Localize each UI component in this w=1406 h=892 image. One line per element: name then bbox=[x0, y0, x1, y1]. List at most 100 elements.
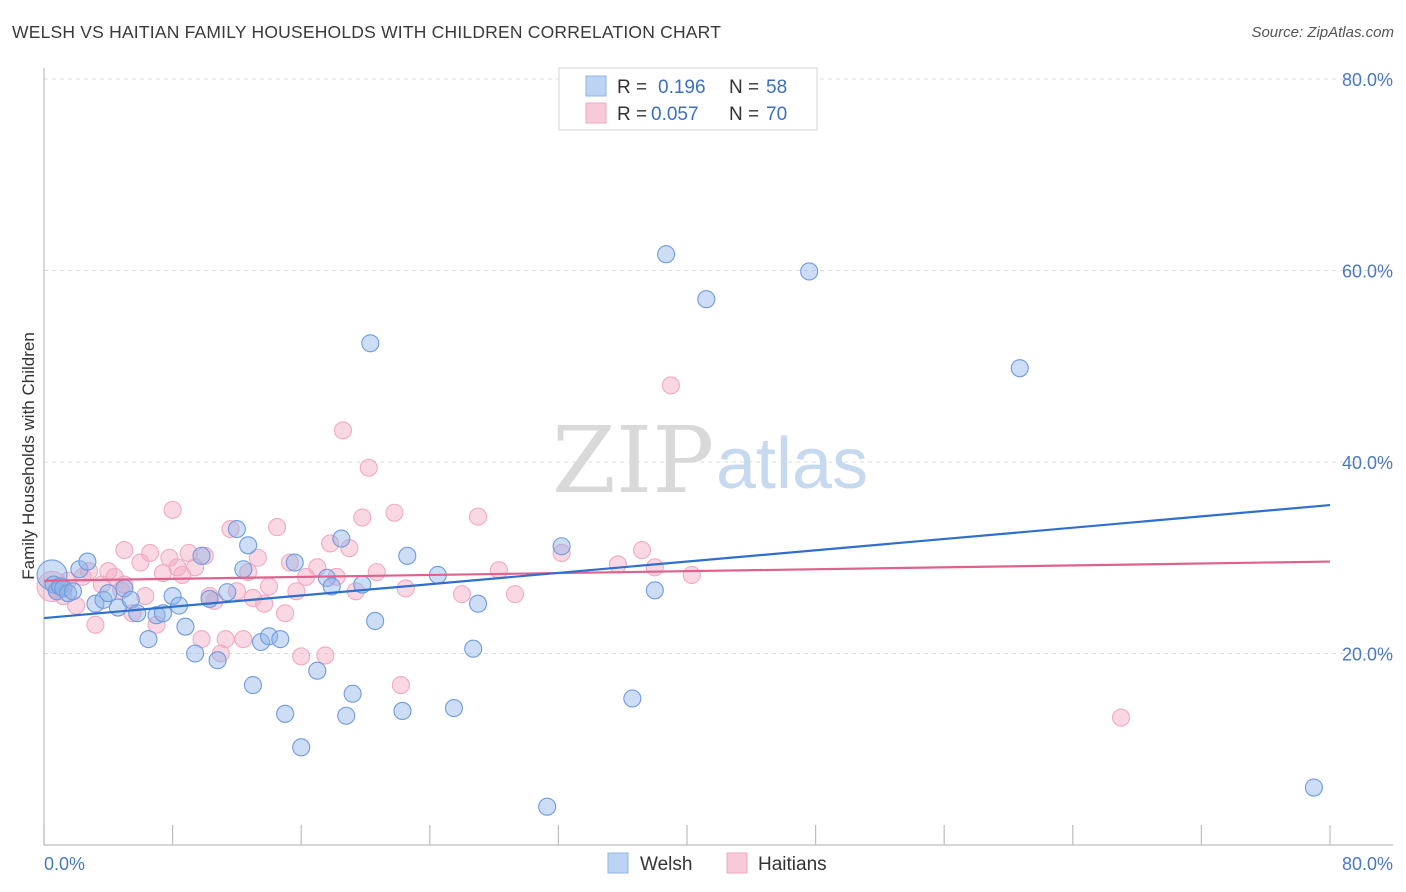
haitians-point bbox=[385, 503, 404, 522]
welsh-point bbox=[285, 553, 304, 572]
welsh-point bbox=[337, 706, 356, 725]
y-axis-tick-labels: 20.0% 40.0% 60.0% 80.0% bbox=[1342, 70, 1393, 665]
haitians-point bbox=[221, 519, 240, 539]
welsh-point bbox=[343, 684, 362, 703]
haitians-point bbox=[115, 541, 134, 560]
haitians-point bbox=[468, 507, 488, 526]
welsh-point bbox=[208, 651, 227, 670]
bottom-legend-welsh-swatch bbox=[607, 852, 629, 874]
welsh-point bbox=[317, 568, 336, 587]
watermark-zip: ZIP bbox=[552, 407, 714, 514]
haitians-point bbox=[248, 548, 267, 567]
haitians-point bbox=[333, 421, 353, 440]
welsh-point bbox=[398, 546, 417, 565]
welsh-trend-line bbox=[43, 503, 1331, 620]
haitians-point bbox=[268, 518, 287, 537]
legend-welsh-swatch bbox=[585, 75, 607, 97]
welsh-point bbox=[657, 245, 676, 264]
welsh-point bbox=[800, 262, 819, 281]
welsh-point bbox=[366, 611, 385, 630]
bottom-legend-haitians-label: Haitians bbox=[758, 854, 827, 875]
welsh-point bbox=[218, 583, 237, 602]
haitians-point bbox=[645, 558, 664, 577]
haitians-point bbox=[163, 500, 182, 519]
welsh-point bbox=[552, 537, 571, 556]
legend-welsh-r-value: 0.196 bbox=[658, 77, 706, 98]
welsh-point bbox=[292, 738, 311, 757]
welsh-point bbox=[645, 581, 664, 600]
legend-welsh-n-value: 58 bbox=[766, 77, 787, 98]
welsh-point bbox=[697, 290, 716, 309]
bottom-legend-welsh-label: Welsh bbox=[640, 854, 692, 875]
haitians-point bbox=[216, 630, 235, 649]
x-axis-ticks bbox=[43, 825, 1331, 845]
haitians-point bbox=[682, 565, 701, 585]
welsh-point bbox=[128, 604, 147, 623]
welsh-point bbox=[464, 639, 483, 658]
welsh-point bbox=[271, 630, 290, 649]
y-tick-label: 40.0% bbox=[1342, 453, 1393, 473]
welsh-point bbox=[468, 594, 488, 613]
welsh-point bbox=[243, 676, 263, 695]
y-axis-label: Family Households with Children bbox=[19, 332, 38, 580]
x-tick-label-min: 0.0% bbox=[44, 854, 85, 874]
welsh-point bbox=[308, 661, 327, 680]
haitians-point bbox=[321, 534, 340, 553]
welsh-point bbox=[444, 699, 463, 718]
haitians-point bbox=[367, 563, 386, 582]
haitians-point bbox=[353, 508, 372, 527]
haitians-point bbox=[292, 647, 311, 666]
watermark-atlas: atlas bbox=[716, 424, 868, 504]
welsh-point bbox=[393, 701, 412, 721]
haitians-point bbox=[452, 585, 472, 604]
haitians-point bbox=[276, 604, 295, 623]
axes bbox=[43, 68, 1393, 846]
welsh-point bbox=[234, 560, 253, 579]
legend-haitians-swatch bbox=[585, 102, 607, 124]
welsh-point bbox=[259, 627, 279, 646]
welsh-point bbox=[239, 536, 258, 555]
y-tick-label: 60.0% bbox=[1342, 262, 1393, 282]
haitians-point bbox=[489, 561, 508, 580]
welsh-point bbox=[99, 584, 118, 603]
haitians-point bbox=[1111, 708, 1131, 727]
legend-welsh-n-label: N = bbox=[729, 77, 759, 98]
haitians-point bbox=[234, 630, 253, 649]
welsh-point bbox=[186, 644, 205, 663]
welsh-points bbox=[36, 245, 1323, 816]
haitians-point bbox=[396, 579, 415, 598]
chart-title: WELSH VS HAITIAN FAMILY HOUSEHOLDS WITH … bbox=[12, 22, 722, 42]
bottom-legend-haitians-swatch bbox=[726, 852, 748, 874]
welsh-point bbox=[163, 586, 182, 606]
y-tick-label: 80.0% bbox=[1342, 70, 1393, 90]
welsh-point bbox=[1304, 778, 1323, 797]
haitians-point bbox=[147, 615, 166, 634]
welsh-point bbox=[139, 630, 158, 649]
welsh-point bbox=[147, 606, 166, 625]
legend-haitians-n-label: N = bbox=[729, 104, 759, 125]
haitians-point bbox=[661, 376, 680, 395]
haitians-point bbox=[359, 458, 378, 477]
haitians-point bbox=[552, 543, 571, 563]
welsh-point bbox=[176, 617, 195, 636]
welsh-point bbox=[192, 546, 211, 565]
welsh-point bbox=[227, 519, 246, 539]
haitians-point bbox=[239, 563, 258, 582]
welsh-point bbox=[63, 582, 82, 601]
haitians-point bbox=[632, 541, 652, 560]
legend-haitians-r-value: 0.057 bbox=[651, 104, 699, 125]
haitians-point bbox=[391, 676, 410, 695]
haitians-point bbox=[280, 553, 299, 572]
welsh-point bbox=[322, 577, 341, 596]
haitians-point bbox=[608, 555, 627, 574]
haitians-point bbox=[227, 582, 246, 601]
haitians-point bbox=[141, 543, 160, 563]
haitians-point bbox=[136, 586, 155, 606]
welsh-point bbox=[1010, 359, 1029, 378]
haitians-trend-line bbox=[43, 560, 1331, 582]
legend-box: R = 0.196 N = 58 R = 0.057 N = 70 bbox=[558, 67, 818, 131]
haitians-point bbox=[505, 585, 525, 604]
haitians-point bbox=[259, 577, 279, 596]
trend-lines bbox=[43, 503, 1331, 620]
